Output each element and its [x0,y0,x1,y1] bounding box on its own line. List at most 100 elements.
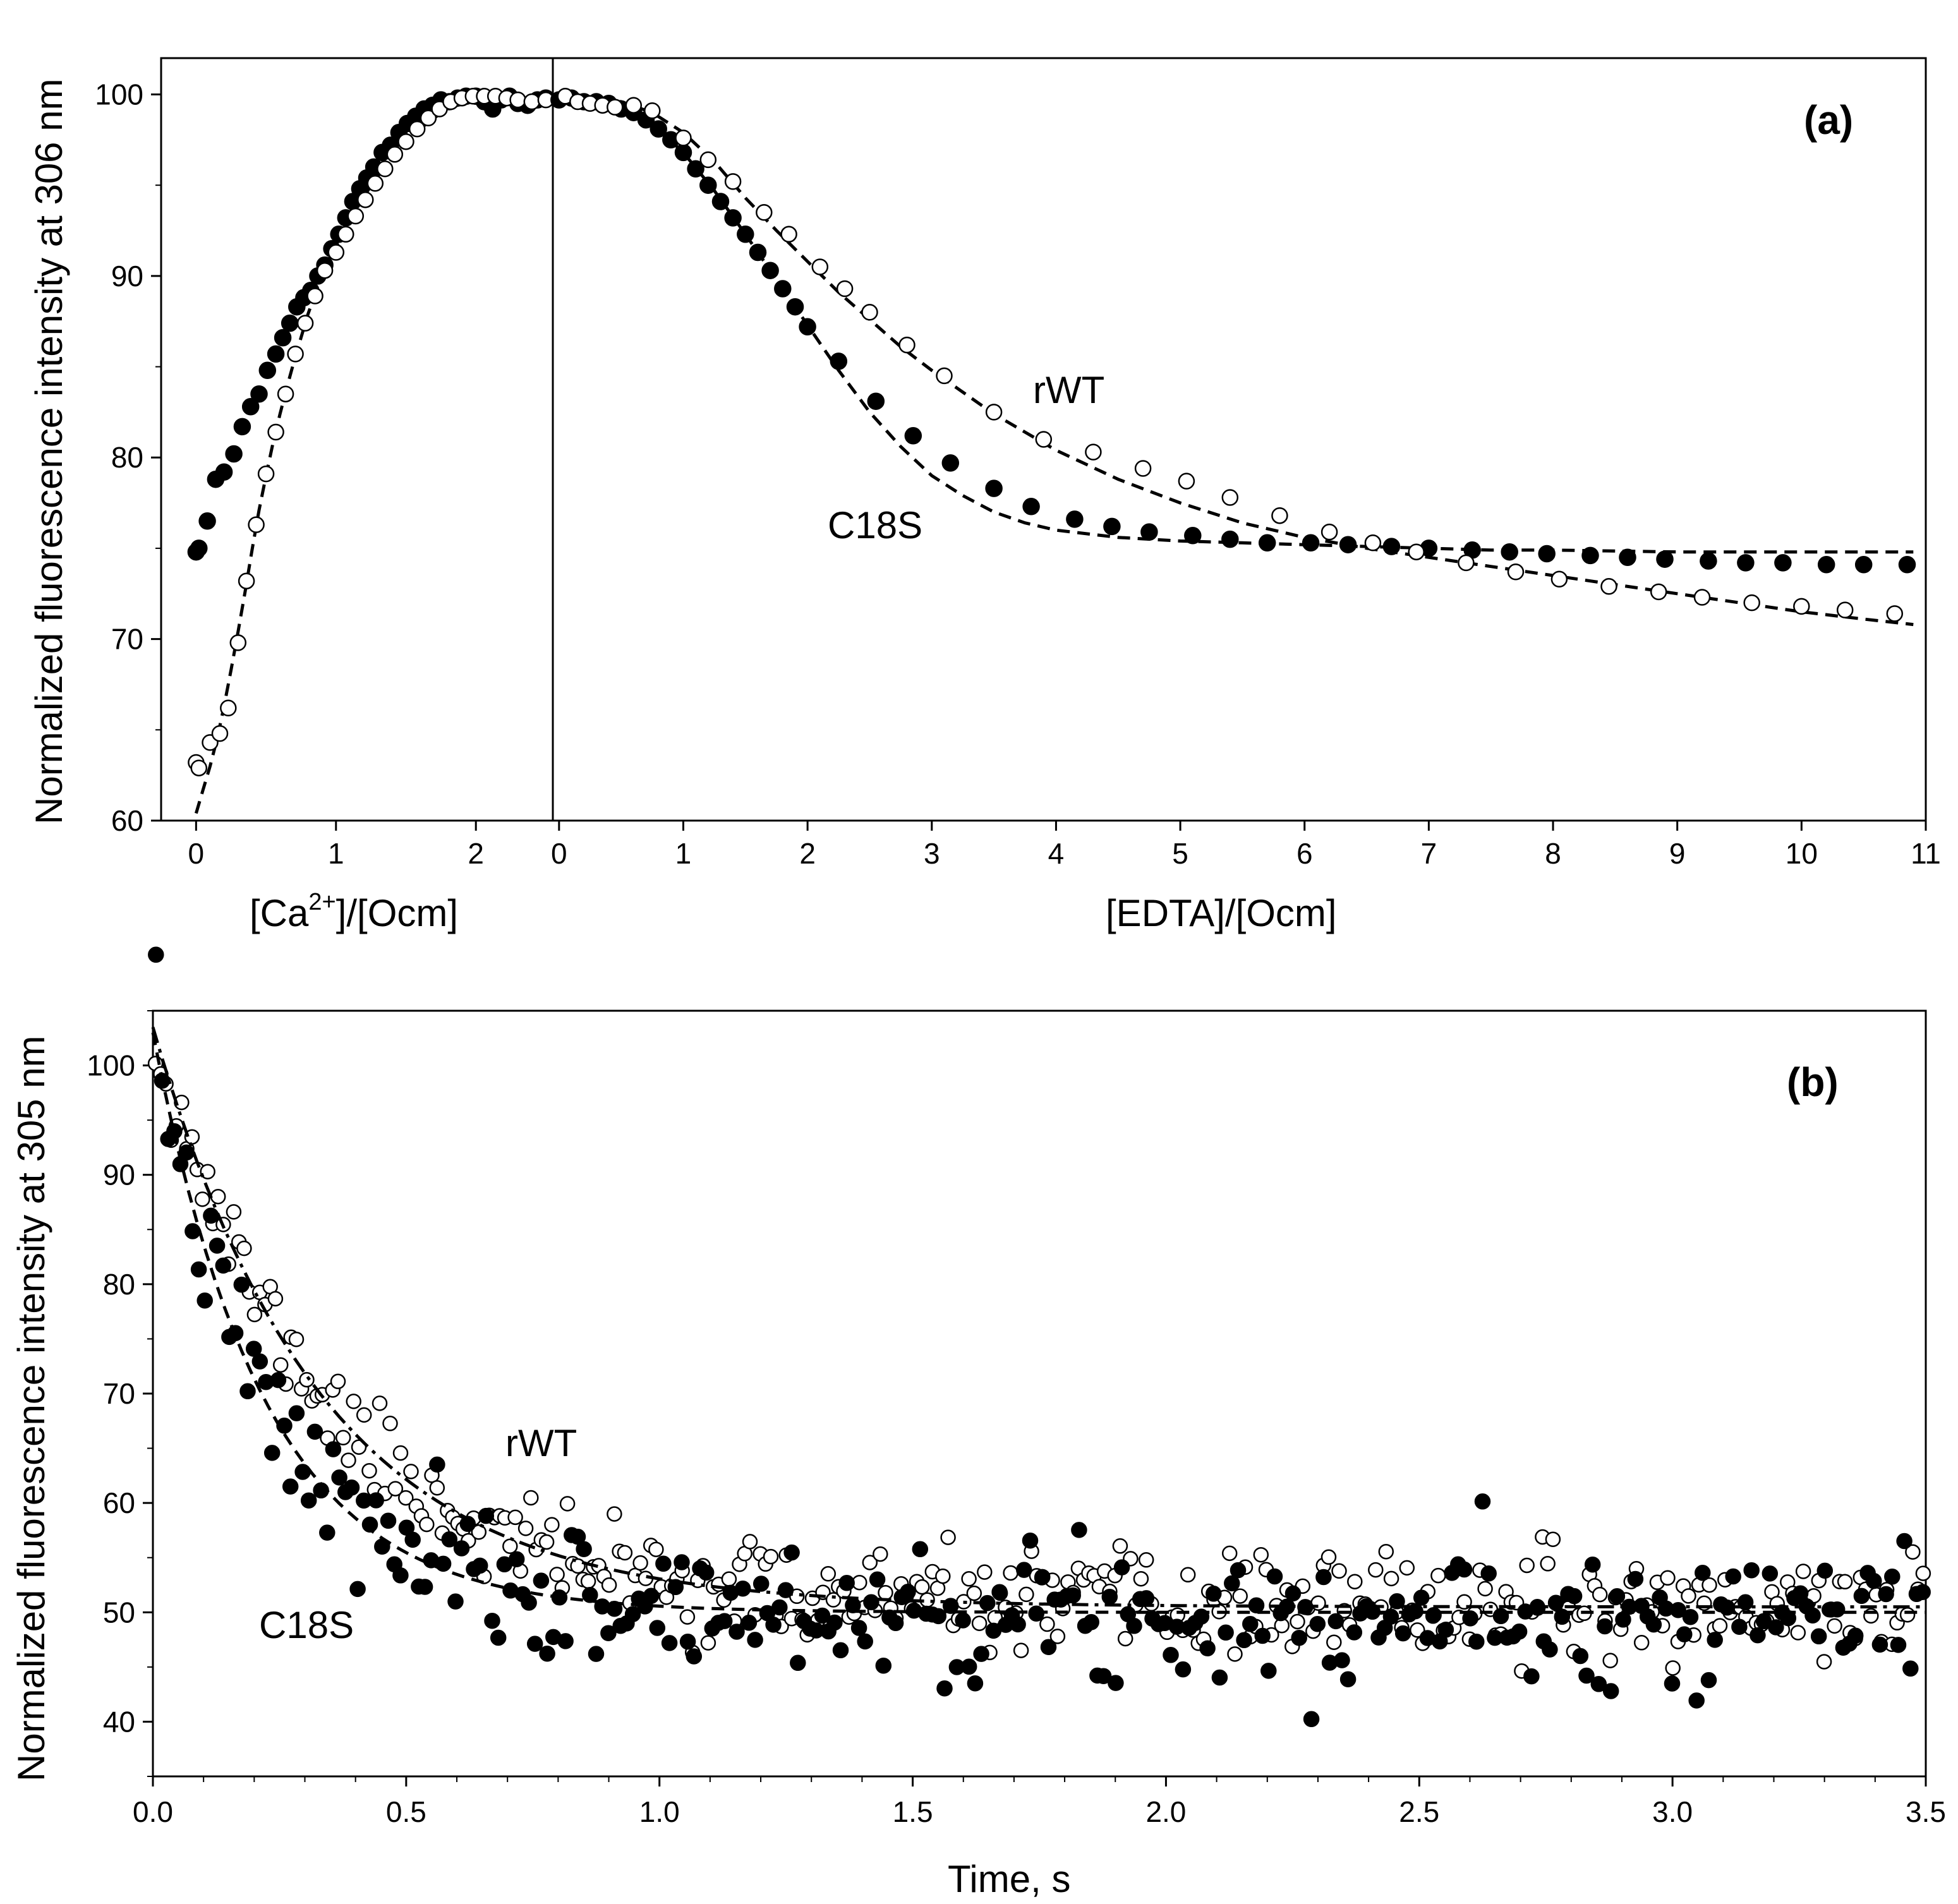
data-point-rwt [763,1548,779,1565]
data-point-rwt [1133,1570,1149,1587]
data-point-c18s [1597,1618,1613,1635]
data-point-c18s [416,1579,433,1595]
panel-a-left-x-axis-title: [Ca2+]/[Ocm] [250,889,458,934]
data-point-c18s [1707,1632,1723,1648]
panel-a-rwt-label: rWT [1033,369,1104,411]
data-point-c18s [1731,1618,1748,1635]
panel-b-c18s-label: C18S [259,1604,354,1646]
data-point-rwt [200,1164,215,1179]
panel-b-y-tick-label: 70 [103,1377,135,1410]
data-point-rwt [306,287,323,304]
data-point-rwt [299,1371,315,1388]
data-point-c18s [184,1223,201,1239]
data-point-rwt [366,175,384,192]
data-point-c18s [1126,1618,1142,1634]
data-point-c18s [1206,1586,1222,1602]
data-point-c18s [1688,1692,1705,1709]
panel-a: 60 70 80 90 100 0 1 2 0 1 2 3 4 5 6 7 8 9 10 11 (a) rWT C… [28,57,1941,934]
data-point-rwt [724,173,742,190]
data-point-rwt [820,1566,837,1582]
data-point-c18s [606,1600,623,1617]
data-point-c18s [904,427,922,445]
data-point-c18s [698,1564,715,1581]
data-point-c18s [1163,1647,1179,1663]
fit-line-c18s-fit [151,1032,1926,1614]
data-point-rwt [1290,1613,1305,1630]
data-point-c18s [306,1423,323,1440]
data-point-c18s [826,1614,843,1631]
data-point-c18s [679,1633,696,1650]
data-point-c18s [1884,1569,1901,1585]
data-point-rwt [523,93,541,111]
panel-b-fit-curves [151,1027,1926,1614]
data-point-rwt [288,1331,305,1347]
data-point-c18s [1309,1615,1326,1632]
data-point-c18s [740,1615,758,1631]
data-point-rwt [1035,431,1053,448]
data-point-rwt [1550,570,1568,588]
panel-a-right-x-tick-label: 10 [1786,837,1818,870]
data-point-rwt [1018,1586,1034,1603]
data-point-rwt [1477,1581,1493,1597]
data-point-c18s [1572,1648,1589,1665]
data-point-rwt [1117,1630,1133,1647]
data-point-c18s [1854,556,1873,574]
data-point-c18s [1108,1675,1124,1691]
data-point-c18s [471,1557,488,1574]
data-point-c18s [282,1478,299,1495]
data-point-rwt [398,1490,414,1506]
data-point-c18s [649,1620,666,1636]
panel-b-y-ticks: 40 50 60 70 80 90 100 [87,1010,153,1777]
data-point-c18s [1394,1625,1411,1642]
data-point-rwt [1712,1618,1728,1634]
panel-b-x-ticks: 0.0 0.5 1.0 1.5 2.0 2.5 3.0 3.5 [133,1776,1946,1828]
data-point-c18s [1609,1588,1626,1605]
data-point-c18s [857,1633,873,1650]
panel-b: 40 50 60 70 80 90 100 0.0 0.5 1.0 1.5 2.0 2.5 3.0 3.5… [10,946,1946,1900]
panel-b-y-tick-label: 100 [87,1049,135,1082]
panel-b-rwt-label: rWT [505,1422,577,1464]
data-point-c18s [716,1613,733,1629]
data-point-rwt [570,1558,586,1574]
data-point-c18s [576,1541,592,1557]
data-point-c18s [869,1571,886,1588]
data-point-c18s [281,314,299,332]
data-point-c18s [1468,1633,1485,1650]
data-point-c18s [331,1469,347,1486]
data-point-rwt [327,244,345,261]
data-point-rwt [935,1568,951,1584]
data-point-rwt [756,204,773,221]
data-point-rwt [408,120,426,138]
data-point-c18s [1896,1533,1913,1550]
data-point-rwt [1221,489,1239,506]
data-point-c18s [1382,538,1401,555]
data-point-c18s [765,1617,782,1633]
data-point-rwt [1310,1595,1326,1611]
fit-line-rwt-edta-fit [559,96,1914,627]
panel-b-x-tick-label: 3.5 [1906,1795,1946,1828]
data-point-rwt [1816,1654,1832,1670]
data-point-c18s [991,1584,1008,1600]
data-point-rwt [330,1373,346,1390]
data-point-c18s [1523,1668,1540,1685]
data-point-rwt [1660,1570,1676,1586]
data-point-c18s [711,193,730,210]
data-point-rwt [940,1529,956,1545]
data-point-c18s [1437,1622,1454,1638]
data-point-rwt [873,1546,888,1562]
data-point-c18s [1184,527,1202,545]
data-point-rwt [351,1439,367,1455]
data-point-c18s [1602,1683,1619,1699]
data-point-rwt [229,634,247,651]
data-point-c18s [1847,1627,1864,1644]
data-point-c18s [1914,1584,1931,1600]
data-point-rwt [1701,1577,1717,1593]
data-point-c18s [1804,1607,1821,1624]
data-point-c18s [288,1405,305,1421]
data-point-c18s [850,1620,867,1636]
data-point-c18s [1762,1565,1779,1582]
data-point-c18s [955,1612,971,1629]
panel-a-data-points [187,87,1916,776]
data-point-c18s [267,345,285,363]
data-point-rwt [1138,1552,1154,1568]
